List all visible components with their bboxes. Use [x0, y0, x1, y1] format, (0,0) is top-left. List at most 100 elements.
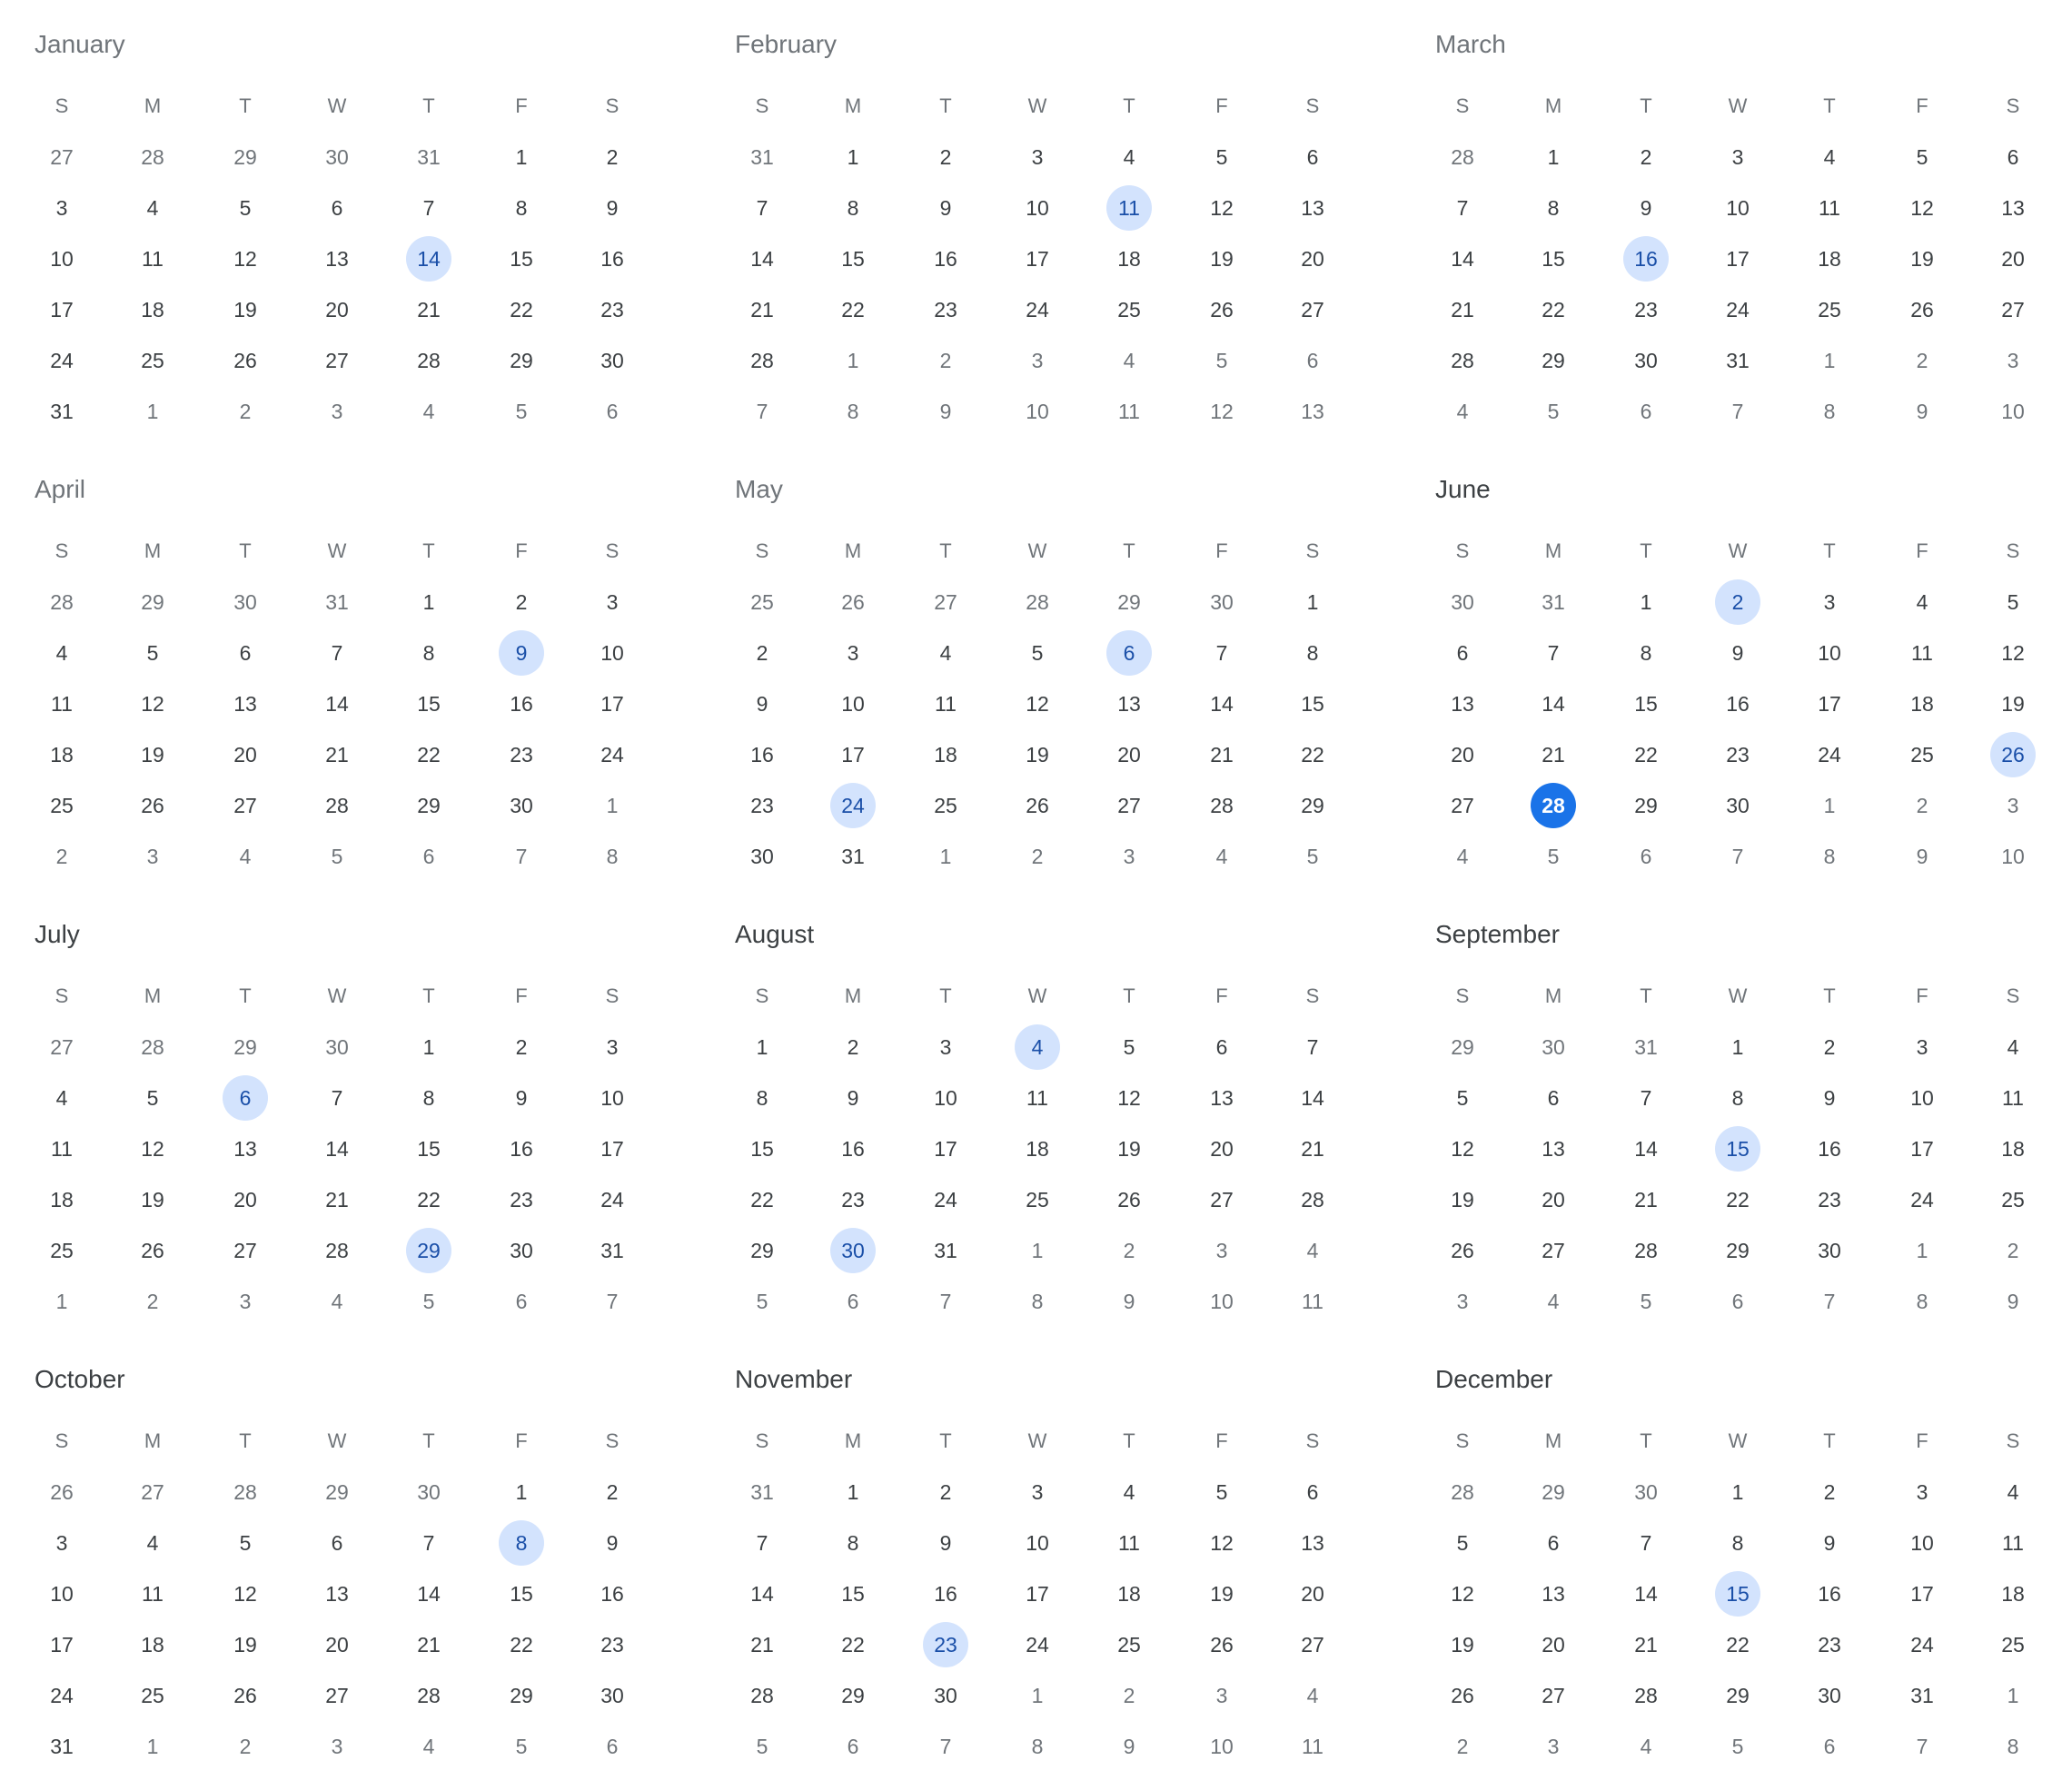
day-cell[interactable]: 22 [750, 1187, 774, 1211]
day-cell[interactable]: 19 [1910, 246, 1934, 271]
day-cell-today[interactable]: 28 [1531, 783, 1576, 828]
day-cell[interactable]: 19 [1451, 1632, 1474, 1656]
day-cell[interactable]: 22 [417, 1187, 441, 1211]
day-cell[interactable]: 4 [55, 1085, 68, 1110]
day-cell[interactable]: 18 [2001, 1136, 2025, 1161]
day-cell[interactable]: 27 [1301, 297, 1324, 321]
day-cell[interactable]: 7 [331, 1085, 343, 1110]
day-cell[interactable]: 22 [510, 1632, 533, 1656]
day-cell-other-month[interactable]: 5 [422, 1289, 435, 1313]
day-cell[interactable]: 20 [325, 297, 349, 321]
month-title[interactable]: December [1435, 1365, 1553, 1393]
month-title[interactable]: January [35, 30, 125, 58]
day-cell[interactable]: 4 [1123, 144, 1135, 169]
day-cell[interactable]: 18 [50, 742, 74, 766]
day-cell-other-month[interactable]: 3 [1215, 1683, 1228, 1707]
day-cell[interactable]: 2 [606, 144, 619, 169]
day-cell[interactable]: 5 [239, 1530, 252, 1555]
day-cell[interactable]: 1 [847, 1479, 859, 1504]
day-cell[interactable]: 17 [50, 1632, 74, 1656]
day-cell-other-month[interactable]: 6 [422, 844, 435, 868]
day-cell[interactable]: 23 [1634, 297, 1658, 321]
day-cell[interactable]: 27 [1451, 793, 1474, 817]
day-cell-other-month[interactable]: 4 [1306, 1683, 1319, 1707]
day-cell[interactable]: 13 [233, 691, 257, 716]
day-cell-other-month[interactable]: 2 [146, 1289, 159, 1313]
day-cell[interactable]: 16 [600, 1581, 624, 1606]
day-cell-other-month[interactable]: 7 [606, 1289, 619, 1313]
day-cell[interactable]: 13 [1210, 1085, 1234, 1110]
day-cell-other-month[interactable]: 27 [141, 1479, 164, 1504]
day-cell[interactable]: 10 [1026, 195, 1049, 220]
day-cell[interactable]: 10 [50, 246, 74, 271]
day-cell[interactable]: 13 [1117, 691, 1141, 716]
day-cell-other-month[interactable]: 26 [841, 589, 865, 614]
day-cell-other-month[interactable]: 2 [1123, 1683, 1135, 1707]
day-cell[interactable]: 3 [1916, 1034, 1928, 1059]
day-cell[interactable]: 4 [2007, 1479, 2019, 1504]
day-cell-other-month[interactable]: 2 [239, 399, 252, 423]
day-cell-highlighted[interactable]: 26 [1990, 732, 2036, 777]
day-cell-other-month[interactable]: 5 [1640, 1289, 1652, 1313]
day-cell[interactable]: 30 [1818, 1683, 1841, 1707]
day-cell[interactable]: 28 [325, 793, 349, 817]
day-cell-other-month[interactable]: 7 [939, 1734, 952, 1758]
day-cell[interactable]: 6 [1547, 1085, 1560, 1110]
day-cell[interactable]: 2 [1823, 1479, 1836, 1504]
day-cell[interactable]: 31 [934, 1238, 957, 1262]
day-cell-other-month[interactable]: 3 [331, 1734, 343, 1758]
day-cell-highlighted[interactable]: 2 [1715, 579, 1760, 625]
day-cell[interactable]: 30 [600, 348, 624, 372]
day-cell-other-month[interactable]: 10 [1210, 1734, 1234, 1758]
day-cell[interactable]: 31 [50, 1734, 74, 1758]
day-cell[interactable]: 6 [1547, 1530, 1560, 1555]
day-cell[interactable]: 9 [939, 195, 952, 220]
day-cell[interactable]: 29 [1726, 1238, 1750, 1262]
day-cell[interactable]: 11 [51, 1136, 73, 1161]
day-cell[interactable]: 7 [1456, 195, 1469, 220]
day-cell-other-month[interactable]: 4 [331, 1289, 343, 1313]
day-cell[interactable]: 6 [331, 195, 343, 220]
day-cell-other-month[interactable]: 3 [146, 844, 159, 868]
day-cell-other-month[interactable]: 1 [1916, 1238, 1928, 1262]
day-cell[interactable]: 30 [1726, 793, 1750, 817]
day-cell[interactable]: 25 [1117, 297, 1141, 321]
day-cell[interactable]: 18 [1910, 691, 1934, 716]
day-cell[interactable]: 28 [1451, 348, 1474, 372]
day-cell-other-month[interactable]: 6 [1640, 399, 1652, 423]
day-cell-highlighted[interactable]: 6 [1106, 630, 1152, 676]
day-cell[interactable]: 6 [331, 1530, 343, 1555]
day-cell-other-month[interactable]: 28 [233, 1479, 257, 1504]
day-cell-other-month[interactable]: 12 [1210, 399, 1234, 423]
day-cell[interactable]: 16 [1726, 691, 1750, 716]
day-cell-other-month[interactable]: 1 [1823, 793, 1836, 817]
day-cell[interactable]: 9 [1823, 1085, 1836, 1110]
day-cell[interactable]: 16 [841, 1136, 865, 1161]
day-cell[interactable]: 19 [233, 297, 257, 321]
day-cell[interactable]: 26 [1210, 1632, 1234, 1656]
day-cell-other-month[interactable]: 8 [1823, 844, 1836, 868]
day-cell-other-month[interactable]: 28 [1026, 589, 1049, 614]
day-cell[interactable]: 9 [1731, 640, 1744, 665]
day-cell-other-month[interactable]: 4 [1123, 348, 1135, 372]
day-cell-other-month[interactable]: 1 [1823, 348, 1836, 372]
day-cell[interactable]: 25 [2001, 1632, 2025, 1656]
day-cell[interactable]: 5 [239, 195, 252, 220]
day-cell[interactable]: 18 [50, 1187, 74, 1211]
day-cell-other-month[interactable]: 28 [1451, 1479, 1474, 1504]
day-cell[interactable]: 8 [847, 1530, 859, 1555]
day-cell[interactable]: 4 [1823, 144, 1836, 169]
day-cell-other-month[interactable]: 11 [1302, 1734, 1324, 1758]
day-cell[interactable]: 26 [233, 1683, 257, 1707]
day-cell[interactable]: 18 [1026, 1136, 1049, 1161]
day-cell[interactable]: 1 [515, 1479, 528, 1504]
day-cell[interactable]: 5 [2007, 589, 2019, 614]
day-cell[interactable]: 7 [331, 640, 343, 665]
day-cell-other-month[interactable]: 1 [146, 1734, 159, 1758]
day-cell-other-month[interactable]: 10 [1026, 399, 1049, 423]
day-cell-other-month[interactable]: 3 [1031, 348, 1044, 372]
day-cell-other-month[interactable]: 3 [239, 1289, 252, 1313]
day-cell[interactable]: 6 [1306, 144, 1319, 169]
day-cell-other-month[interactable]: 4 [1215, 844, 1228, 868]
day-cell[interactable]: 23 [600, 297, 624, 321]
